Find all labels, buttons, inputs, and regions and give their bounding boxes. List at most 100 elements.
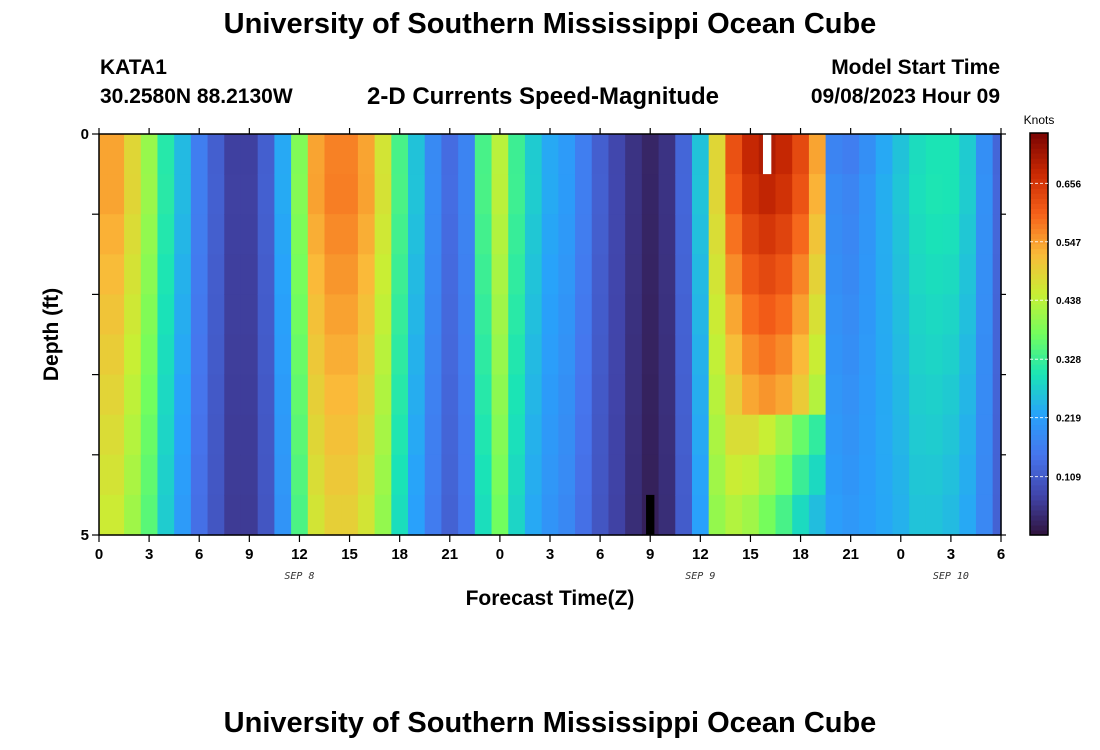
colorbar-segment: [1030, 344, 1048, 350]
heatmap-cell: [591, 334, 610, 376]
heatmap-cell: [341, 334, 359, 376]
heatmap-cell: [558, 294, 576, 336]
heatmap-cell: [975, 174, 994, 215]
heatmap-cell: [458, 334, 476, 376]
heatmap-cell: [324, 374, 342, 416]
heatmap-cell: [792, 334, 810, 376]
heatmap-cell: [825, 134, 843, 175]
heatmap-cell: [408, 414, 426, 456]
heatmap-cell: [942, 334, 960, 376]
heatmap-cell: [892, 214, 910, 255]
heatmap-cell: [140, 254, 159, 295]
heatmap-cell: [224, 214, 242, 255]
heatmap-cell: [391, 494, 409, 536]
heatmap-cell: [875, 174, 894, 215]
heatmap-cell: [474, 214, 493, 255]
heatmap-cell: [775, 334, 793, 376]
heatmap-cell: [658, 414, 676, 456]
heatmap-cell: [792, 374, 810, 416]
heatmap-cell: [99, 374, 108, 416]
colorbar-tick-label: 0.656: [1056, 179, 1081, 190]
heatmap-cell: [524, 374, 543, 416]
heatmap-cell: [808, 454, 827, 496]
heatmap-cell: [157, 214, 175, 255]
heatmap-cell: [992, 374, 1002, 416]
heatmap-cell: [541, 454, 559, 496]
heatmap-cell: [491, 174, 509, 215]
heatmap-cell: [842, 134, 860, 175]
heatmap-cell: [658, 494, 676, 536]
heatmap-cell: [240, 254, 259, 295]
heatmap-cell: [875, 494, 894, 536]
heatmap-cell: [625, 334, 643, 376]
heatmap-cell: [341, 254, 359, 295]
heatmap-cell: [992, 174, 1002, 215]
heatmap-cell: [742, 334, 760, 376]
heatmap-cell: [240, 374, 259, 416]
heatmap-cell: [691, 414, 710, 456]
heatmap-cell: [240, 494, 259, 536]
heatmap-cell: [324, 174, 342, 215]
heatmap-cell: [291, 414, 309, 456]
colorbar-segment: [1030, 369, 1048, 375]
heatmap-cell: [975, 374, 994, 416]
colorbar-segment: [1030, 258, 1048, 265]
heatmap-cell: [257, 174, 275, 215]
heatmap-cell: [875, 374, 894, 416]
y-tick-label: 0: [81, 126, 89, 143]
second-chart-title: University of Southern Mississippi Ocean…: [223, 707, 877, 739]
x-tick-label: 12: [692, 546, 709, 563]
heatmap-cell: [257, 374, 275, 416]
heatmap-cell: [641, 294, 660, 336]
heatmap-cell: [424, 494, 443, 536]
heatmap-cell: [775, 254, 793, 295]
heatmap-cell: [124, 214, 142, 255]
heatmap-cell: [391, 294, 409, 336]
heatmap-cell: [291, 254, 309, 295]
heatmap-cell: [374, 134, 392, 175]
heatmap-cell: [274, 174, 292, 215]
heatmap-cell: [441, 254, 459, 295]
heatmap-cell: [742, 494, 760, 536]
colorbar-tick-label: 0.109: [1056, 473, 1081, 484]
heatmap-cell: [942, 134, 960, 175]
colorbar-segment: [1030, 449, 1048, 456]
heatmap-cell: [274, 294, 292, 336]
heatmap-cell: [408, 454, 426, 496]
heatmap-cell: [157, 134, 175, 175]
heatmap-cell: [124, 454, 142, 496]
colorbar-segment: [1030, 238, 1048, 245]
heatmap-cell: [725, 334, 743, 376]
heatmap-cell: [625, 454, 643, 496]
heatmap-cell: [842, 334, 860, 376]
colorbar-segment: [1030, 469, 1048, 476]
colorbar-segment: [1030, 519, 1048, 526]
colorbar-segment: [1030, 374, 1048, 380]
heatmap-cell: [124, 294, 142, 336]
missing-data-cell: [762, 134, 772, 175]
heatmap-cell: [107, 374, 125, 416]
heatmap-cell: [124, 334, 142, 376]
heatmap-cell: [808, 214, 827, 255]
heatmap-cell: [174, 214, 192, 255]
heatmap-cell: [257, 214, 275, 255]
heatmap-cell: [508, 374, 526, 416]
heatmap-cell: [925, 254, 944, 295]
heatmap-cell: [909, 374, 927, 416]
heatmap-cell: [307, 134, 326, 175]
heatmap-cell: [691, 294, 710, 336]
heatmap-cell: [775, 414, 793, 456]
heatmap-cell: [641, 414, 660, 456]
heatmap-cell: [842, 494, 860, 536]
heatmap-cell: [658, 254, 676, 295]
heatmap-cell: [959, 254, 977, 295]
heatmap-cell: [725, 374, 743, 416]
heatmap-cell: [875, 254, 894, 295]
colorbar-segment: [1030, 394, 1048, 400]
heatmap-cell: [575, 334, 593, 376]
heatmap-cell: [307, 214, 326, 255]
heatmap-cell: [508, 174, 526, 215]
heatmap-cell: [959, 374, 977, 416]
heatmap-cell: [792, 214, 810, 255]
heatmap-cell: [207, 414, 225, 456]
